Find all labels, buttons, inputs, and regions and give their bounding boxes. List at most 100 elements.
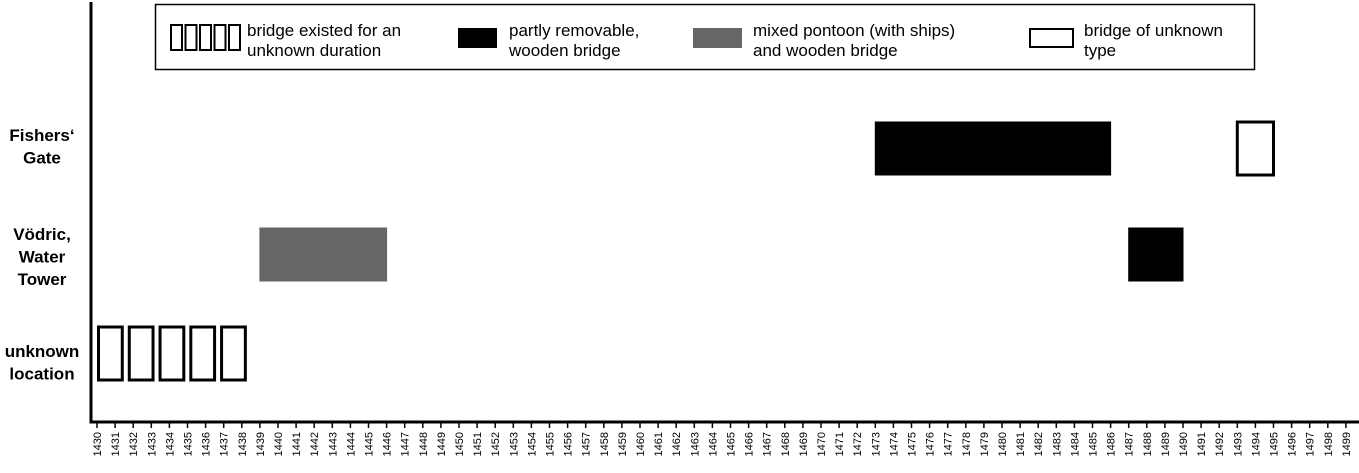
- legend-label-line: mixed pontoon (with ships): [753, 21, 955, 40]
- bridge-bar-removable-wooden: [1128, 227, 1184, 282]
- x-tick-label: 1491: [1196, 432, 1208, 456]
- x-tick-label: 1469: [798, 432, 810, 456]
- bridge-bar-unknown-duration: [127, 325, 155, 382]
- x-tick-label: 1433: [146, 432, 158, 456]
- x-tick-label: 1498: [1323, 432, 1335, 456]
- x-tick-label: 1470: [816, 432, 828, 456]
- row-label-fishers-gate-line: Gate: [23, 149, 61, 168]
- bridge-bar-unknown-duration: [97, 325, 124, 382]
- x-tick-label: 1435: [183, 432, 195, 456]
- x-tick-label: 1483: [1051, 432, 1063, 456]
- x-tick-label: 1493: [1232, 432, 1244, 456]
- row-label-unknown-location-line: unknown: [5, 342, 80, 361]
- row-label-unknown-location: unknown location: [5, 342, 80, 384]
- x-tick-label: 1497: [1305, 432, 1317, 456]
- x-tick-label: 1478: [961, 432, 973, 456]
- x-tick-label: 1438: [237, 432, 249, 456]
- x-tick-label: 1481: [1015, 432, 1027, 456]
- x-tick-label: 1432: [128, 432, 140, 456]
- x-tick-label: 1496: [1287, 432, 1299, 456]
- x-tick-label: 1442: [309, 432, 321, 456]
- x-tick-label: 1444: [345, 432, 357, 456]
- x-tick-label: 1451: [472, 432, 484, 456]
- bridge-bar-unknown-duration: [220, 325, 247, 382]
- x-tick-label: 1453: [508, 432, 520, 456]
- x-tick-label: 1452: [490, 432, 502, 456]
- legend-item-removable-wooden: partly removable, wooden bridge: [458, 21, 639, 60]
- x-tick-label: 1437: [219, 432, 231, 456]
- x-tick-label: 1485: [1088, 432, 1100, 456]
- x-tick-label: 1468: [780, 432, 792, 456]
- x-tick-label: 1480: [997, 432, 1009, 456]
- x-tick-label: 1434: [164, 432, 176, 456]
- legend-label: partly removable, wooden bridge: [508, 21, 639, 60]
- x-tick-label: 1488: [1142, 432, 1154, 456]
- x-tick-label: 1472: [852, 432, 864, 456]
- x-tick-label: 1462: [671, 432, 683, 456]
- x-tick-label: 1446: [382, 432, 394, 456]
- x-tick-label: 1482: [1033, 432, 1045, 456]
- row-label-vodric-water-tower-line: Water: [19, 248, 66, 267]
- x-tick-label: 1460: [635, 432, 647, 456]
- x-tick-label: 1492: [1214, 432, 1226, 456]
- row-label-unknown-location-line: location: [9, 365, 74, 384]
- x-tick-label: 1477: [943, 432, 955, 456]
- x-tick-label: 1459: [617, 432, 629, 456]
- bridge-bar-unknown-type: [1235, 120, 1276, 177]
- legend-label-line: bridge of unknown: [1084, 21, 1223, 40]
- row-label-fishers-gate: Fishers‘ Gate: [9, 126, 74, 168]
- legend-label-line: unknown duration: [247, 41, 381, 60]
- legend-label: bridge existed for an unknown duration: [247, 21, 401, 60]
- legend-label-line: bridge existed for an: [247, 21, 401, 40]
- x-tick-label: 1430: [92, 432, 104, 456]
- x-tick-label: 1440: [273, 432, 285, 456]
- x-tick-label: 1450: [454, 432, 466, 456]
- x-tick-label: 1457: [581, 432, 593, 456]
- legend-label-line: partly removable,: [509, 21, 639, 40]
- x-tick-label: 1487: [1124, 432, 1136, 456]
- x-tick-label: 1447: [400, 432, 412, 456]
- x-tick-label: 1471: [834, 432, 846, 456]
- x-tick-label: 1439: [255, 432, 267, 456]
- x-tick-label: 1445: [364, 432, 376, 456]
- row-label-vodric-water-tower-line: Vödric,: [13, 225, 71, 244]
- x-tick-label: 1455: [545, 432, 557, 456]
- legend-swatch: [458, 28, 497, 48]
- legend-item-unknown-duration: bridge existed for an unknown duration: [170, 21, 401, 60]
- x-tick-label: 1467: [762, 432, 774, 456]
- legend-label: bridge of unknown type: [1084, 21, 1223, 60]
- row-label-vodric-water-tower: Vödric, Water Tower: [13, 225, 71, 289]
- x-tick-label: 1499: [1341, 432, 1353, 456]
- x-tick-label: 1461: [653, 432, 665, 456]
- x-tick-label: 1475: [907, 432, 919, 456]
- legend-swatch: [1029, 28, 1074, 48]
- legend-item-pontoon-wooden: mixed pontoon (with ships) and wooden bri…: [693, 21, 955, 60]
- x-tick-label: 1495: [1269, 432, 1281, 456]
- x-tick-label: 1465: [726, 432, 738, 456]
- x-tick-label: 1490: [1178, 432, 1190, 456]
- x-tick-label: 1464: [707, 432, 719, 456]
- legend-swatch-small-box: [184, 24, 198, 51]
- x-tick-label: 1466: [744, 432, 756, 456]
- x-tick-label: 1443: [327, 432, 339, 456]
- legend-item-unknown-type: bridge of unknown type: [1029, 21, 1223, 60]
- x-tick-label: 1448: [418, 432, 430, 456]
- x-tick-label: 1436: [201, 432, 213, 456]
- x-tick-label: 1449: [436, 432, 448, 456]
- x-tick-label: 1463: [689, 432, 701, 456]
- row-label-fishers-gate-line: Fishers‘: [9, 126, 74, 145]
- x-tick-label: 1454: [526, 432, 538, 456]
- legend-swatch-small-box: [170, 24, 183, 51]
- bridge-bar-unknown-duration: [158, 325, 186, 382]
- legend-swatch-small-box: [228, 24, 241, 51]
- x-tick-label: 1458: [599, 432, 611, 456]
- bridge-bar-pontoon-wooden: [259, 227, 388, 282]
- legend-label-line: type: [1084, 41, 1116, 60]
- legend-swatch-small-box: [213, 24, 227, 51]
- legend-label: mixed pontoon (with ships) and wooden bri…: [753, 21, 955, 60]
- x-tick-label: 1479: [979, 432, 991, 456]
- bridge-bar-unknown-duration: [189, 325, 217, 382]
- x-tick-label: 1474: [888, 432, 900, 456]
